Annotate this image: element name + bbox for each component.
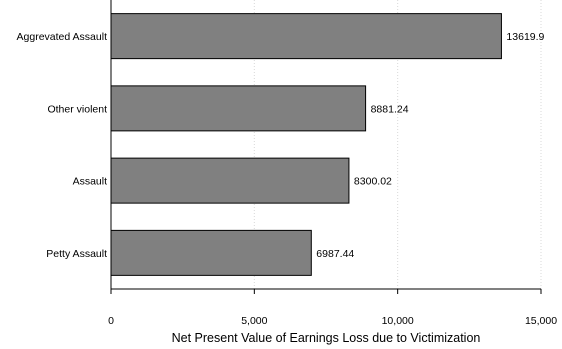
value-label: 13619.9 <box>506 31 544 43</box>
bar <box>110 229 312 276</box>
value-label: 6987.44 <box>316 248 354 260</box>
category-label: Assault <box>73 176 108 188</box>
bars: Aggrevated Assault 13619.9 Other violent 88… <box>17 13 545 276</box>
bar <box>110 85 367 132</box>
x-tick-label: 5,000 <box>241 315 267 327</box>
category-label: Aggrevated Assault <box>17 31 108 43</box>
category-label: Other violent <box>47 103 107 115</box>
bar <box>110 157 350 204</box>
x-tick-label: 10,000 <box>382 315 414 327</box>
x-axis-title: Net Present Value of Earnings Loss due t… <box>172 331 481 345</box>
x-tick-label: 0 <box>108 315 114 327</box>
x-ticks: 0 5,000 10,000 15,000 <box>108 289 557 327</box>
category-label: Petty Assault <box>46 248 107 260</box>
value-label: 8881.24 <box>371 103 409 115</box>
x-tick-label: 15,000 <box>525 315 557 327</box>
value-label: 8300.02 <box>354 176 392 188</box>
bar <box>110 13 502 60</box>
